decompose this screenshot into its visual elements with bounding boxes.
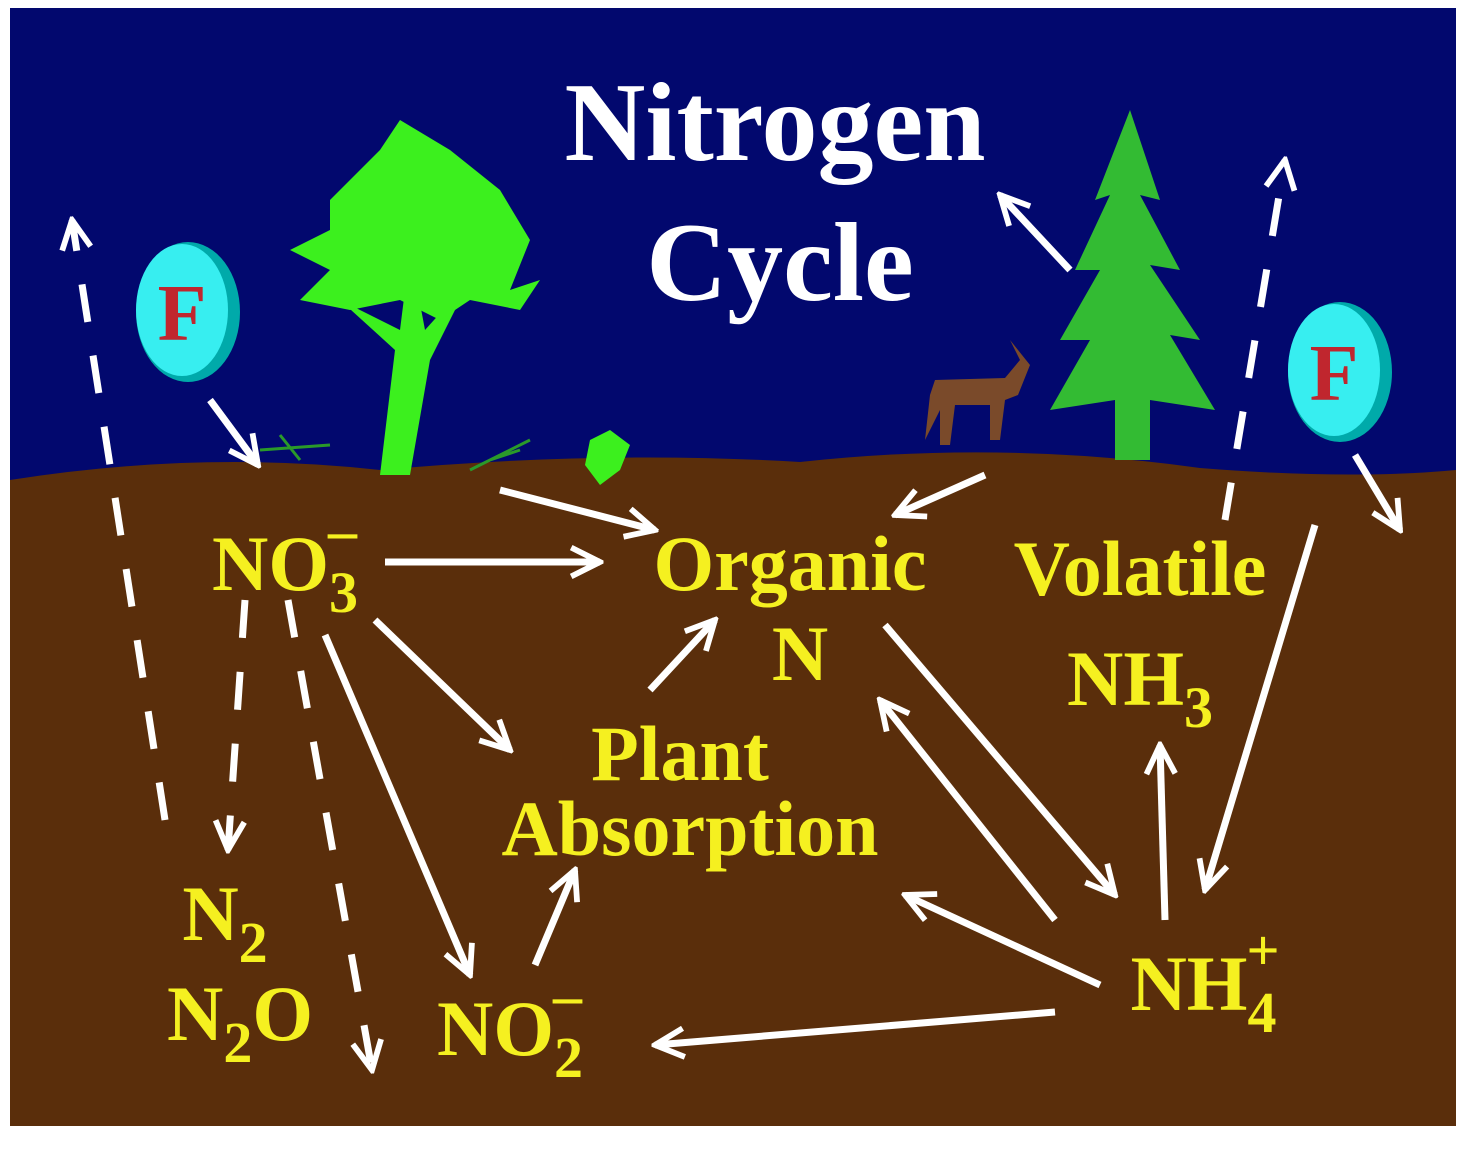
label-text: N bbox=[167, 970, 223, 1057]
fertilizer-right: F bbox=[1288, 302, 1392, 442]
label-text: N bbox=[772, 610, 828, 697]
fertilizer-label: F bbox=[1310, 330, 1359, 418]
node-label: Plant bbox=[591, 710, 769, 797]
superscript: + bbox=[1246, 918, 1279, 983]
node-label: Organic bbox=[654, 520, 927, 607]
node-label: N bbox=[772, 610, 828, 697]
subscript: 2 bbox=[223, 1010, 252, 1075]
label-text: N bbox=[182, 870, 238, 957]
node-label: Volatile bbox=[1014, 525, 1267, 612]
arrow bbox=[1160, 745, 1165, 920]
label-text: O bbox=[252, 970, 313, 1057]
label-text: Volatile bbox=[1014, 525, 1267, 612]
subscript: 4 bbox=[1247, 980, 1276, 1045]
fertilizer-label: F bbox=[158, 270, 207, 358]
title-line: Nitrogen bbox=[565, 61, 986, 185]
label-text: NH bbox=[1067, 635, 1184, 722]
label-text: NH bbox=[1130, 940, 1247, 1027]
label-text: Organic bbox=[654, 520, 927, 607]
subscript: 3 bbox=[329, 560, 358, 625]
label-text: NO bbox=[437, 985, 554, 1072]
subscript: 3 bbox=[1184, 675, 1213, 740]
subscript: 2 bbox=[554, 1025, 583, 1090]
title-line: Cycle bbox=[646, 201, 913, 325]
subscript: 2 bbox=[239, 910, 268, 975]
label-text: Plant bbox=[591, 710, 769, 797]
node-label: Absorption bbox=[501, 785, 878, 872]
fertilizer-left: F bbox=[136, 242, 240, 382]
superscript: – bbox=[327, 498, 358, 563]
label-text: Absorption bbox=[501, 785, 878, 872]
nitrogen-cycle-diagram: F F Nitrogen Cycle NO3–OrganicNVolatileN… bbox=[0, 0, 1458, 1152]
label-text: NO bbox=[212, 520, 329, 607]
superscript: – bbox=[552, 963, 583, 1028]
